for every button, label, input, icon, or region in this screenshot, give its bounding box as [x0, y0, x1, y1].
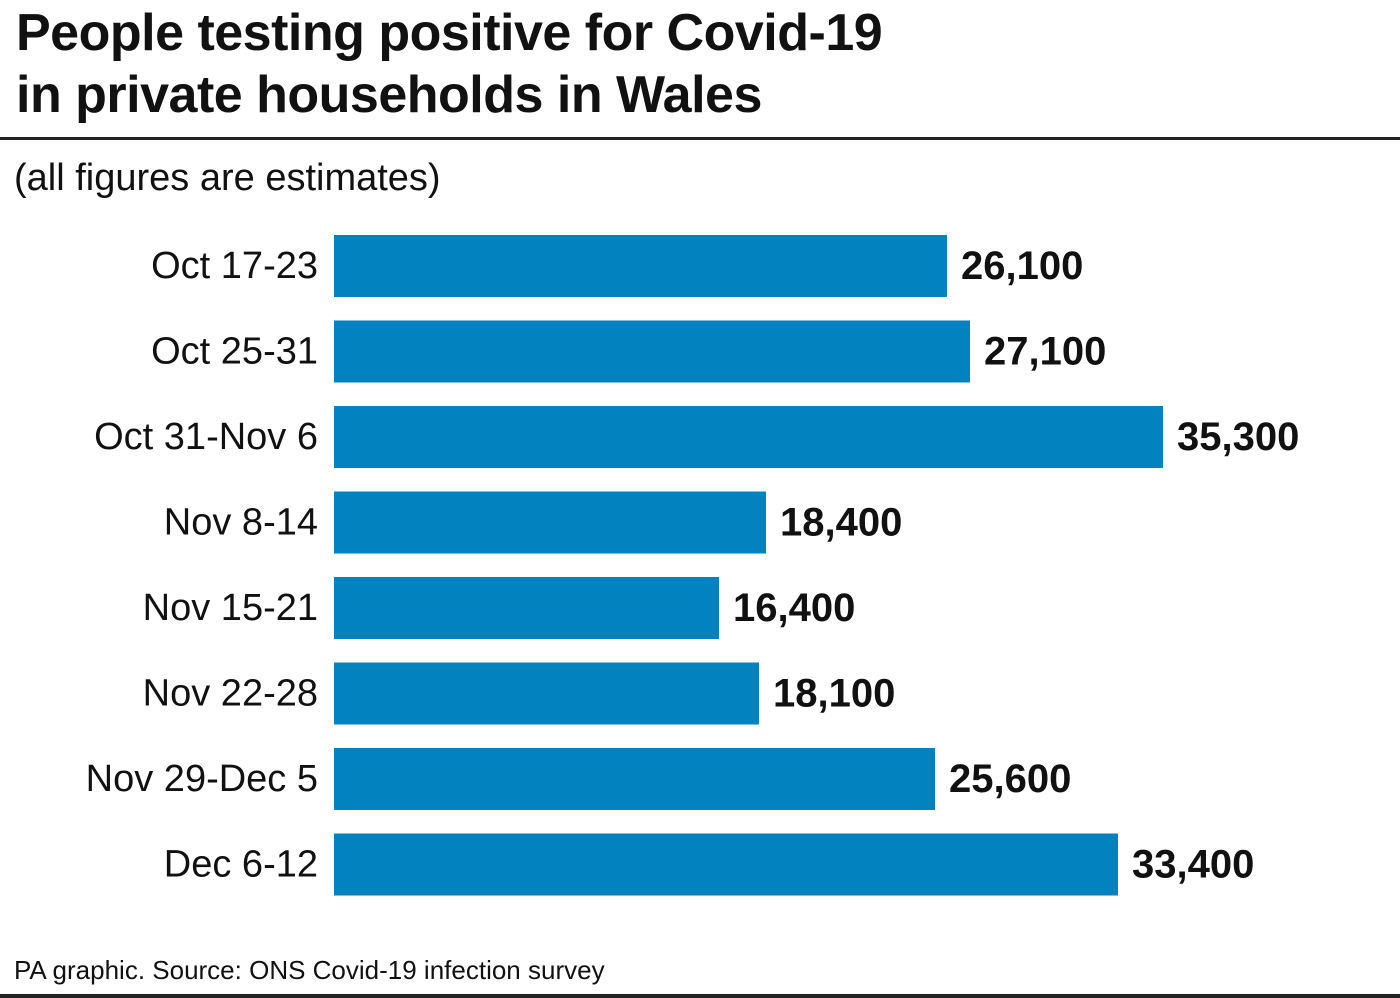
footer-divider [0, 994, 1400, 998]
value-label: 16,400 [733, 586, 855, 630]
category-label: Oct 25-31 [151, 331, 318, 373]
value-label: 33,400 [1132, 843, 1254, 887]
chart-subtitle: (all figures are estimates) [14, 157, 441, 199]
category-label: Nov 22-28 [143, 673, 318, 715]
category-label: Nov 8-14 [164, 502, 318, 544]
bar [334, 491, 766, 554]
bar-chart: Oct 17-23 26,100 Oct 25-31 27,100 Oct 31-Nov… [86, 235, 1299, 896]
title-divider [0, 137, 1400, 140]
category-label: Oct 31-Nov 6 [94, 416, 318, 458]
bar [334, 320, 970, 383]
value-label: 27,100 [984, 330, 1106, 374]
category-label: Dec 6-12 [164, 844, 318, 886]
value-label: 18,400 [780, 501, 902, 545]
bar [334, 235, 947, 297]
value-label: 35,300 [1177, 415, 1299, 459]
category-label: Oct 17-23 [151, 245, 318, 287]
value-label: 26,100 [961, 244, 1083, 288]
category-label: Nov 15-21 [143, 587, 318, 629]
category-label: Nov 29-Dec 5 [86, 758, 318, 800]
bar [334, 577, 719, 639]
bar [334, 662, 759, 725]
chart-title-line-1: People testing positive for Covid-19 [16, 4, 883, 62]
value-label: 25,600 [949, 757, 1071, 801]
bar [334, 748, 935, 810]
bar [334, 406, 1163, 468]
chart-title: People testing positive for Covid-19 in … [16, 2, 1216, 126]
value-label: 18,100 [773, 672, 895, 716]
source-credit: PA graphic. Source: ONS Covid-19 infecti… [14, 955, 605, 985]
bar [334, 833, 1118, 896]
chart-title-line-2: in private households in Wales [16, 66, 762, 124]
